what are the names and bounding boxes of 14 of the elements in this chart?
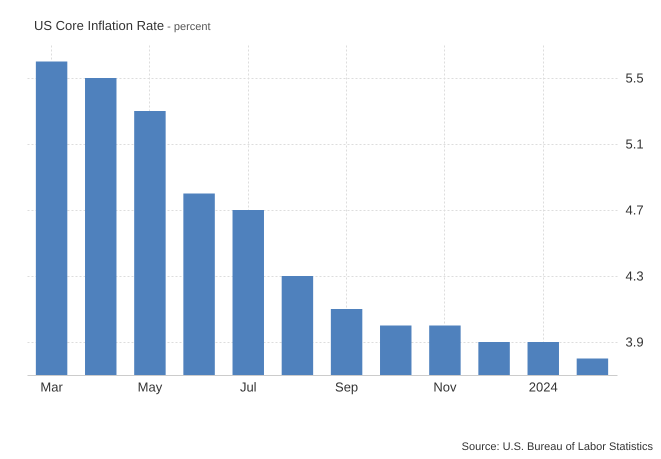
x-tick-label: Jul [240, 380, 257, 394]
x-tick-label: Sep [335, 380, 358, 394]
source-note: Source: U.S. Bureau of Labor Statistics [462, 441, 653, 453]
y-tick-label: 5.1 [626, 136, 644, 152]
x-tick-label: 2024 [528, 380, 558, 394]
y-tick-label: 3.9 [626, 334, 644, 350]
chart-subtitle: - percent [166, 21, 211, 33]
chart-title: US Core Inflation Rate [34, 18, 164, 33]
x-tick-label: Nov [433, 380, 457, 394]
x-tick-label: Mar [40, 380, 64, 394]
y-tick-label: 4.7 [626, 202, 644, 218]
x-tick-label: May [138, 380, 163, 394]
y-tick-label: 5.5 [626, 70, 644, 86]
y-tick-label: 4.3 [626, 268, 644, 284]
